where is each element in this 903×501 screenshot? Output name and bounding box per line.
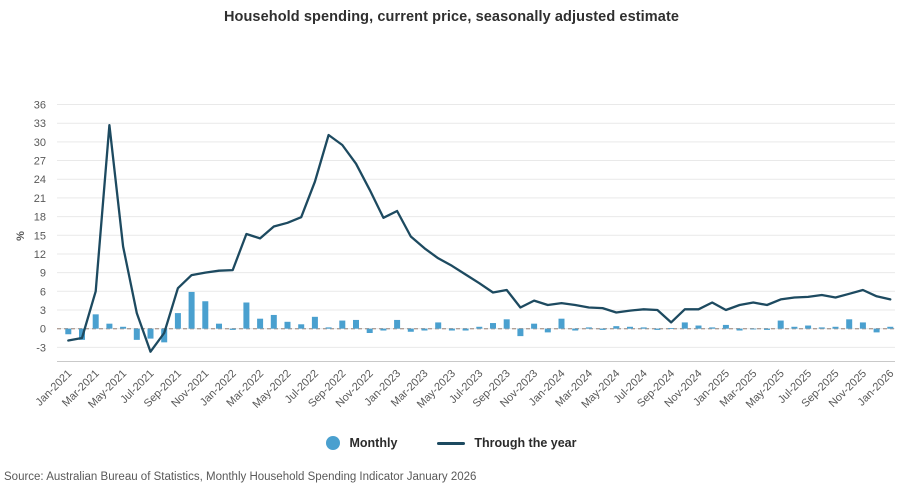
- source-note: Source: Australian Bureau of Statistics,…: [4, 471, 477, 483]
- monthly-bar: [92, 314, 99, 329]
- monthly-bar: [517, 328, 524, 337]
- monthly-bar: [366, 328, 373, 334]
- monthly-bar: [353, 319, 359, 329]
- monthly-bar: [750, 328, 757, 330]
- y-tick-label: 12: [34, 249, 46, 261]
- monthly-bar: [147, 328, 154, 339]
- monthly-bar: [380, 328, 387, 331]
- monthly-series-swatch: [326, 436, 341, 450]
- y-tick-label: 30: [34, 137, 46, 149]
- monthly-bar: [65, 328, 72, 335]
- monthly-bar: [421, 328, 428, 331]
- monthly-bar: [106, 323, 113, 329]
- monthly-bar: [654, 328, 661, 330]
- monthly-bar: [531, 323, 538, 329]
- monthly-bar: [161, 328, 168, 343]
- monthly-bar: [174, 313, 181, 329]
- monthly-bar: [544, 328, 551, 333]
- monthly-bar: [407, 328, 414, 332]
- monthly-bar: [585, 327, 592, 329]
- monthly-bar: [736, 328, 743, 331]
- monthly-bar: [695, 325, 702, 329]
- chart-title: Household spending, current price, seaso…: [223, 9, 680, 25]
- monthly-bar: [270, 314, 277, 329]
- y-tick-label: 27: [34, 156, 46, 168]
- monthly-bar: [298, 324, 305, 329]
- monthly-bar: [791, 326, 798, 329]
- monthly-bar: [681, 322, 688, 329]
- monthly-bar: [859, 322, 866, 329]
- monthly-bar: [188, 291, 195, 329]
- monthly-bar: [558, 318, 565, 329]
- monthly-bar: [805, 325, 812, 329]
- y-tick-label: 33: [34, 118, 46, 130]
- legend: Monthly Through the year: [0, 436, 903, 450]
- monthly-bar: [722, 324, 729, 329]
- y-tick-label: 9: [40, 268, 46, 280]
- legend-item-monthly: Monthly: [326, 436, 397, 450]
- legend-item-through-year: Through the year: [437, 436, 577, 450]
- monthly-bar: [818, 327, 825, 329]
- legend-label-monthly: Monthly: [349, 436, 398, 450]
- y-tick-label: 6: [40, 286, 46, 298]
- monthly-bar: [490, 323, 496, 329]
- monthly-bar: [627, 326, 633, 329]
- monthly-bar: [448, 328, 455, 331]
- monthly-bar: [476, 326, 483, 329]
- monthly-bar: [503, 319, 510, 329]
- monthly-bar: [202, 301, 209, 329]
- legend-label-through-year: Through the year: [474, 436, 577, 450]
- through-year-line: [67, 123, 892, 353]
- monthly-bar: [846, 319, 853, 329]
- y-tick-label: 18: [34, 212, 46, 224]
- monthly-bar: [284, 321, 291, 329]
- monthly-bar: [216, 323, 222, 329]
- monthly-bar: [120, 326, 127, 329]
- monthly-bar: [325, 327, 332, 329]
- monthly-bar: [709, 327, 716, 329]
- monthly-bar: [133, 328, 140, 340]
- monthly-bar: [243, 302, 250, 329]
- monthly-bar: [613, 326, 620, 329]
- monthly-bar: [640, 327, 647, 329]
- y-tick-label: -3: [36, 342, 46, 354]
- monthly-bar: [394, 319, 401, 329]
- monthly-bar: [435, 322, 442, 329]
- y-tick-label: 24: [34, 174, 46, 186]
- monthly-bar: [257, 318, 264, 329]
- y-tick-label: 3: [40, 305, 46, 317]
- y-tick-label: 21: [34, 193, 46, 205]
- monthly-bar: [887, 326, 894, 329]
- monthly-bar: [462, 328, 469, 331]
- monthly-bar: [668, 328, 675, 329]
- y-axis-label: %: [15, 231, 27, 241]
- y-tick-label: 36: [34, 100, 46, 112]
- monthly-bar: [311, 316, 318, 329]
- monthly-bar: [777, 320, 784, 329]
- monthly-bar: [873, 328, 880, 333]
- y-tick-label: 0: [40, 324, 46, 336]
- through-year-series-swatch: [437, 441, 466, 445]
- monthly-bar: [832, 326, 839, 329]
- monthly-bar: [229, 328, 236, 330]
- y-tick-label: 15: [34, 230, 46, 242]
- monthly-bar: [339, 320, 346, 329]
- monthly-bar: [599, 328, 606, 330]
- monthly-bar: [572, 328, 579, 331]
- monthly-bar: [764, 328, 770, 330]
